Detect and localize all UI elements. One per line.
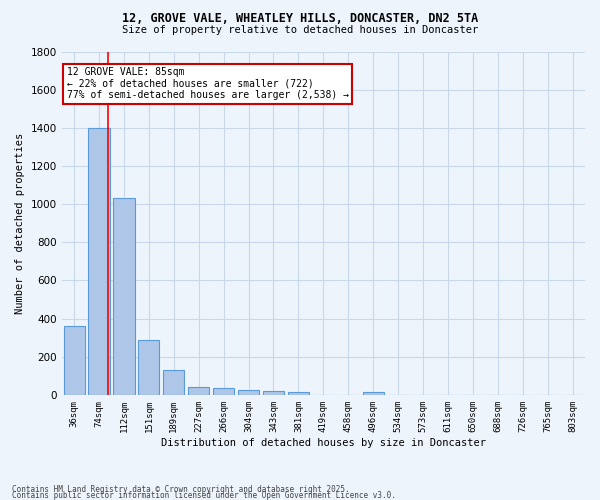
Text: 12, GROVE VALE, WHEATLEY HILLS, DONCASTER, DN2 5TA: 12, GROVE VALE, WHEATLEY HILLS, DONCASTE… (122, 12, 478, 26)
Bar (263, 391, 284, 395)
Bar (64, 326, 85, 395)
X-axis label: Distribution of detached houses by size in Doncaster: Distribution of detached houses by size … (161, 438, 486, 448)
Text: Contains public sector information licensed under the Open Government Licence v3: Contains public sector information licen… (12, 490, 396, 500)
Text: 12 GROVE VALE: 85sqm
← 22% of detached houses are smaller (722)
77% of semi-deta: 12 GROVE VALE: 85sqm ← 22% of detached h… (67, 67, 349, 100)
Text: Contains HM Land Registry data © Crown copyright and database right 2025.: Contains HM Land Registry data © Crown c… (12, 484, 350, 494)
Bar (138, 340, 160, 395)
Bar (362, 392, 384, 395)
Bar (238, 390, 259, 395)
Bar (288, 392, 309, 395)
Bar (188, 387, 209, 395)
Bar (113, 198, 134, 395)
Bar (213, 388, 234, 395)
Y-axis label: Number of detached properties: Number of detached properties (15, 132, 25, 314)
Text: Size of property relative to detached houses in Doncaster: Size of property relative to detached ho… (122, 25, 478, 35)
Bar (88, 128, 110, 395)
Bar (163, 370, 184, 395)
